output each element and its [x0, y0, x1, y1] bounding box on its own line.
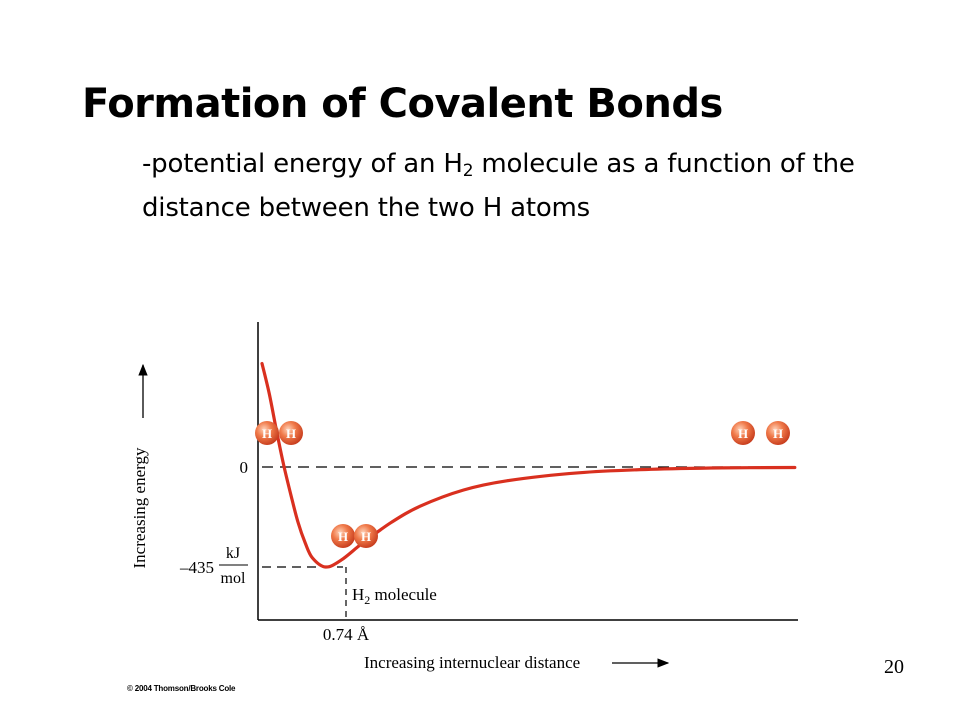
subtitle-text-end: molecule as a function of the distance b… [142, 149, 855, 223]
molecule-label: H2 molecule [352, 585, 437, 607]
subtitle-subscript: 2 [462, 161, 474, 181]
y-axis-title: Increasing energy [130, 447, 149, 568]
hydrogen-atom [354, 524, 378, 548]
slide-subtitle: -potential energy of an H2 molecule as a… [142, 142, 872, 230]
energy-unit-numerator: kJ [226, 545, 240, 562]
molecule-label-h: H [352, 585, 364, 604]
energy-unit-denominator: mol [221, 570, 246, 587]
potential-energy-curve [260, 361, 797, 569]
equilibrium-distance-label: 0.74 Å [323, 625, 370, 644]
page-number: 20 [884, 656, 904, 678]
molecule-label-rest: molecule [370, 585, 437, 604]
copyright-notice: © 2004 Thomson/Brooks Cole [127, 684, 236, 693]
atom-pair-close: H H [255, 421, 303, 445]
atom-label: H [738, 426, 748, 441]
molecule-label-subscript: 2 [364, 593, 370, 607]
atom-label: H [773, 426, 783, 441]
atom-label: H [286, 426, 296, 441]
subtitle-text-start: -potential energy of an H [142, 149, 463, 179]
atom-pair-separated: H H [731, 421, 790, 445]
atom-label: H [338, 529, 348, 544]
atom-pair-bonded: H H [331, 524, 378, 548]
atom-label: H [361, 529, 371, 544]
zero-tick-label: 0 [240, 458, 249, 477]
hydrogen-atom [279, 421, 303, 445]
hydrogen-atom [331, 524, 355, 548]
hydrogen-atom [255, 421, 279, 445]
slide-title: Formation of Covalent Bonds [82, 81, 723, 127]
hydrogen-atom [766, 421, 790, 445]
min-energy-value: –435 [179, 558, 214, 577]
hydrogen-atom [731, 421, 755, 445]
x-axis-title: Increasing internuclear distance [364, 653, 580, 672]
atom-label: H [262, 426, 272, 441]
